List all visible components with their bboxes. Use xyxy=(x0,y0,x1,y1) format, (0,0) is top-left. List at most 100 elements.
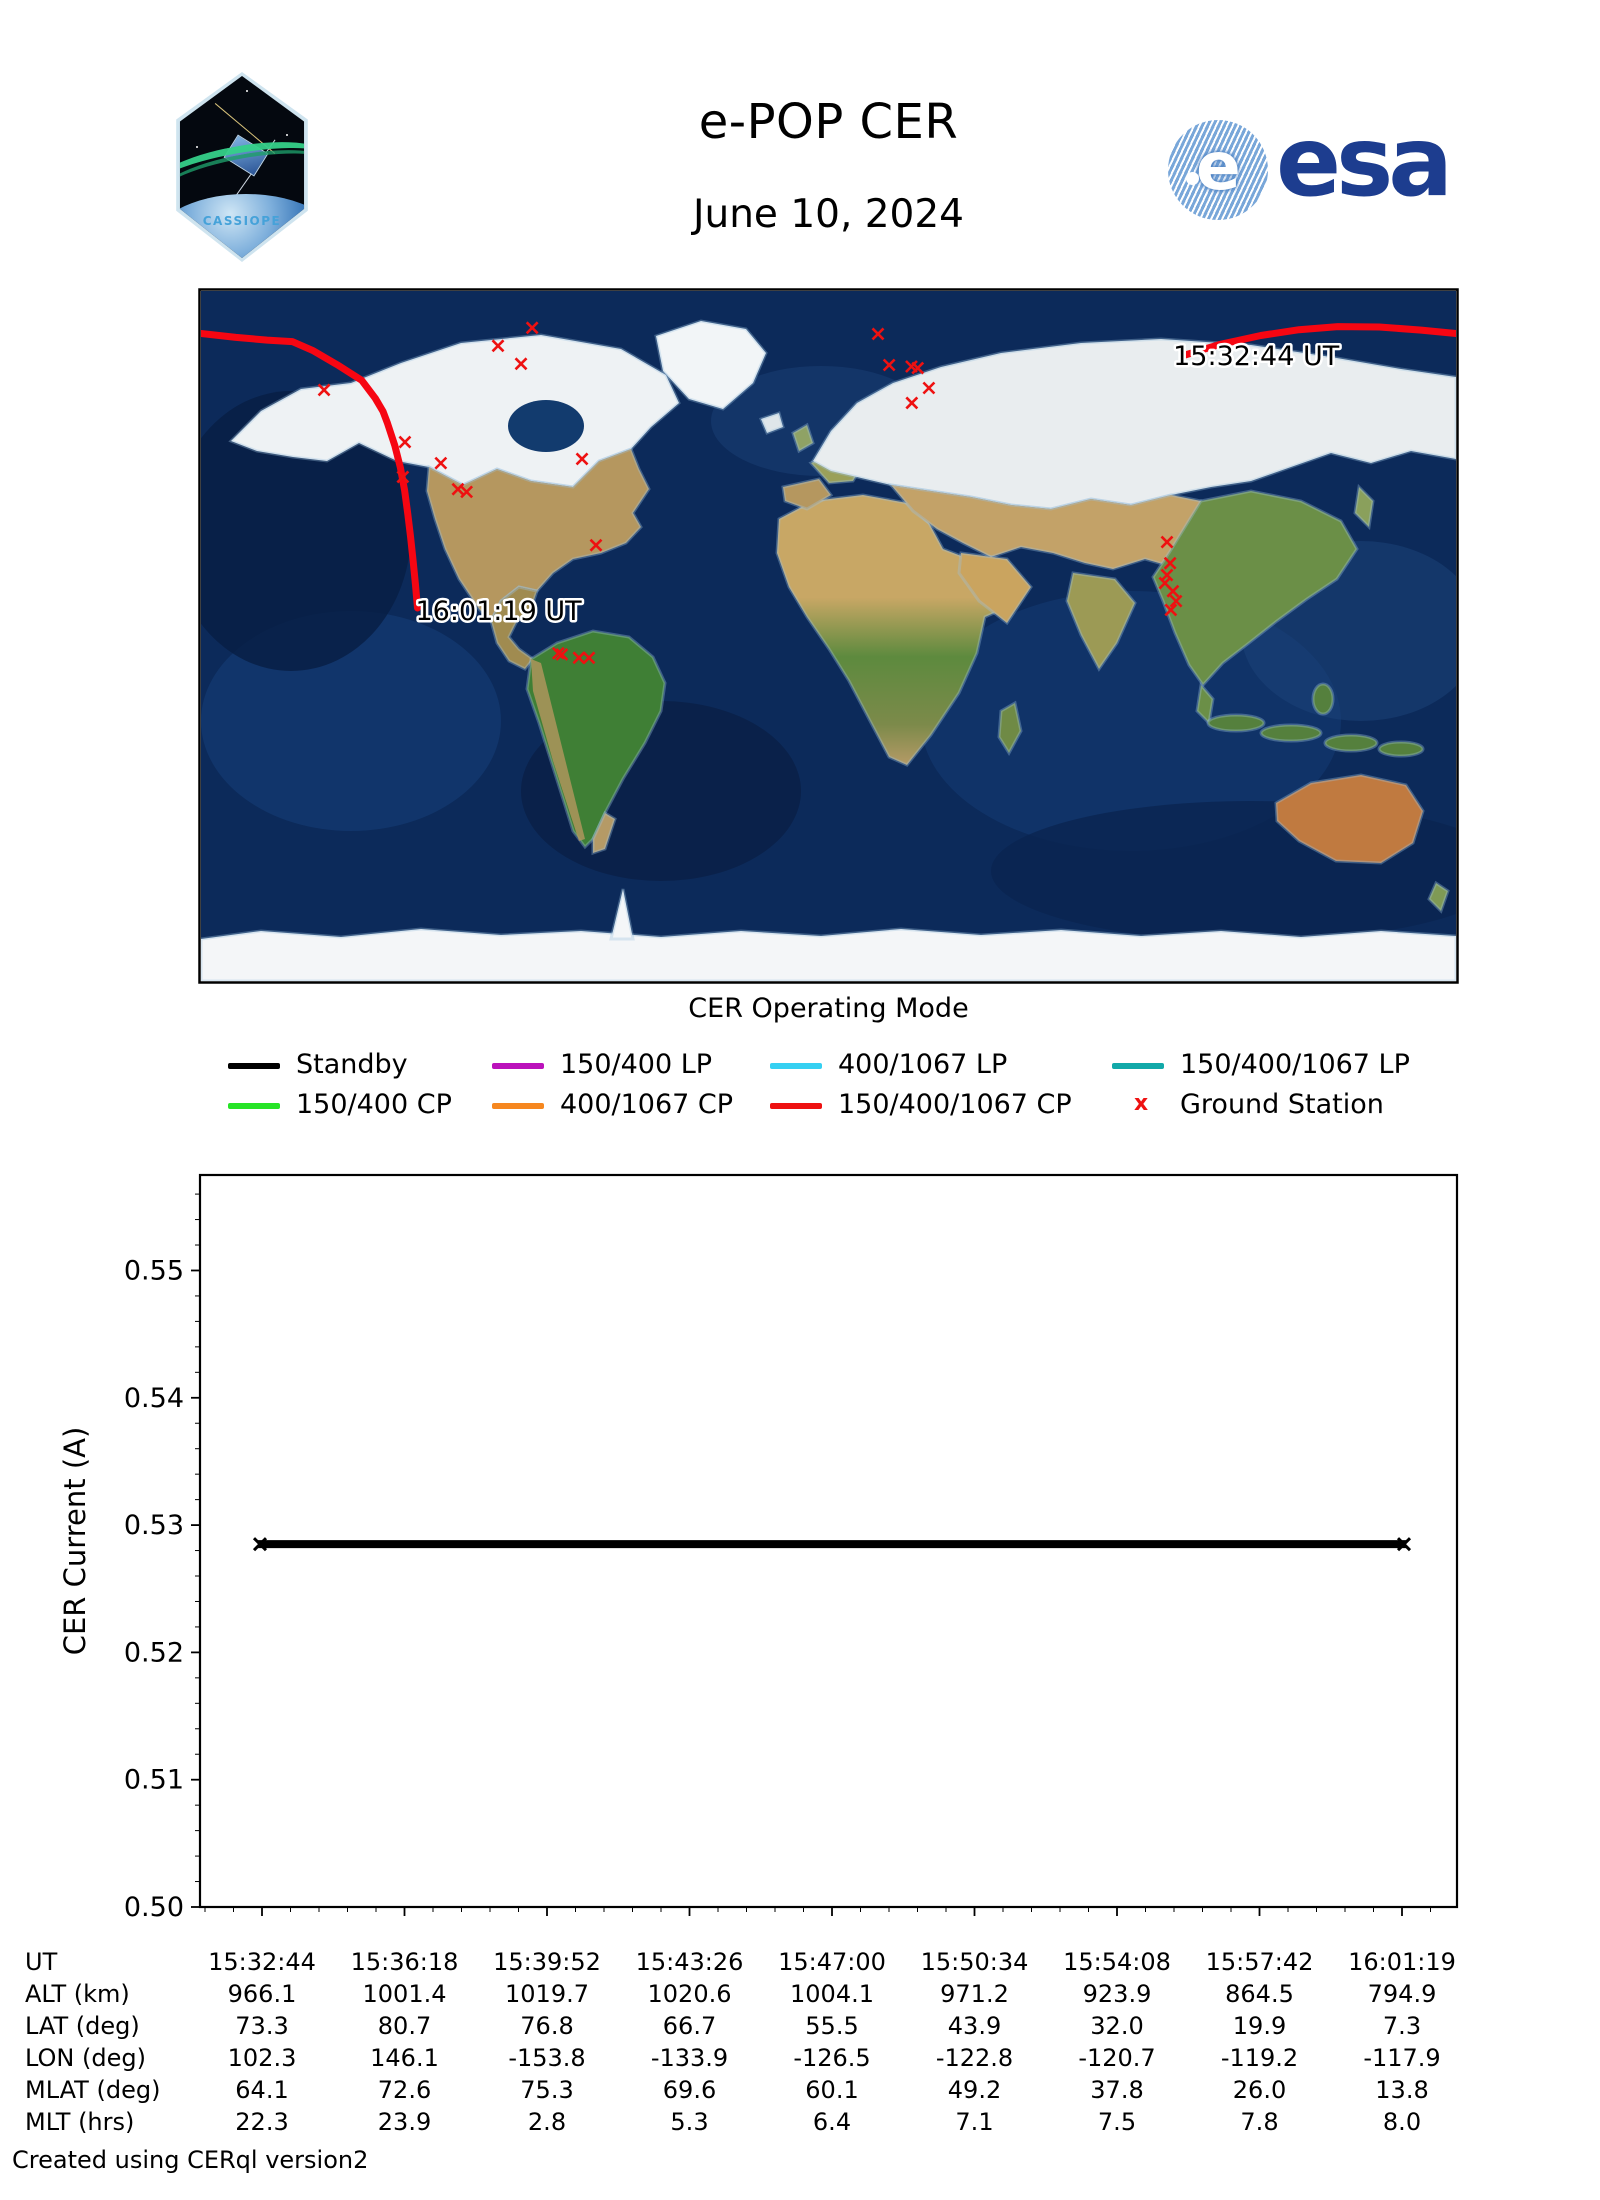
map-border xyxy=(198,288,1459,984)
cassiope-mission-patch: CASSIOPE xyxy=(172,72,312,262)
ground-station-marker xyxy=(589,538,603,552)
ground-station-marker xyxy=(911,361,925,375)
legend-label: 150/400/1067 LP xyxy=(1180,1049,1410,1080)
ground-station-marker xyxy=(451,482,465,496)
legend-label: 400/1067 CP xyxy=(560,1089,734,1120)
table-cell: 1020.6 xyxy=(647,1980,732,2008)
series-x-marker xyxy=(252,1537,268,1552)
esa-wordmark: esa xyxy=(1276,106,1453,218)
table-cell: 16:01:19 xyxy=(1348,1948,1456,1976)
y-tick-label: 0.52 xyxy=(124,1637,184,1668)
esa-globe-dot xyxy=(1186,172,1199,185)
map-end-time-label: 16:01:19 UT xyxy=(415,596,582,627)
page-title: e-POP CER xyxy=(698,94,959,150)
ground-station-marker xyxy=(555,647,569,661)
world-map-svg: 15:32:44 UT 16:01:19 UT xyxy=(198,288,1459,984)
table-row-label: MLT (hrs) xyxy=(25,2108,135,2136)
table-cell: -153.8 xyxy=(508,2044,586,2072)
table-cell: 7.8 xyxy=(1240,2108,1279,2136)
table-cell: 102.3 xyxy=(227,2044,297,2072)
legend-ground-station-marker-icon: x xyxy=(1134,1091,1149,1116)
legend-swatch-150-400-1067-lp xyxy=(1112,1063,1164,1069)
table-cell: -120.7 xyxy=(1078,2044,1156,2072)
y-tick-label: 0.51 xyxy=(124,1765,184,1796)
table-cell: 75.3 xyxy=(520,2076,574,2104)
table-cell: 15:43:26 xyxy=(635,1948,744,1976)
continents xyxy=(201,319,1456,981)
legend-label: 150/400 CP xyxy=(296,1089,452,1120)
y-axis-label: CER Current (A) xyxy=(58,1427,92,1656)
ground-station-marker xyxy=(922,381,936,395)
table-cell: 32.0 xyxy=(1090,2012,1144,2040)
table-cell: 60.1 xyxy=(805,2076,859,2104)
table-cell: 13.8 xyxy=(1375,2076,1429,2104)
map-base-layer: 15:32:44 UT 16:01:19 UT xyxy=(201,291,1456,981)
ground-station-marker xyxy=(514,357,528,371)
legend-label: 150/400 LP xyxy=(560,1049,713,1080)
table-cell: 66.7 xyxy=(662,2012,717,2040)
table-cell: 19.9 xyxy=(1232,2012,1287,2040)
table-cell: 23.9 xyxy=(377,2108,432,2136)
table-cell: 6.4 xyxy=(812,2108,852,2136)
ground-station-marker xyxy=(1166,584,1180,598)
table-cell: 15:32:44 xyxy=(208,1948,316,1976)
legend-label: 150/400/1067 CP xyxy=(838,1089,1072,1120)
table-cell: 7.5 xyxy=(1097,2108,1137,2136)
legend-swatch-400-1067-lp xyxy=(770,1063,822,1069)
table-row-label: UT xyxy=(25,1948,58,1976)
table-cell: 55.5 xyxy=(805,2012,859,2040)
ground-station-marker xyxy=(575,452,589,466)
table-cell: 2.8 xyxy=(527,2108,567,2136)
table-cell: 146.1 xyxy=(370,2044,439,2072)
cassiope-label: CASSIOPE xyxy=(202,214,282,228)
table-row-label: MLAT (deg) xyxy=(25,2076,161,2104)
ground-station-marker xyxy=(460,485,474,499)
table-cell: 1019.7 xyxy=(505,1980,589,2008)
table-cell: -126.5 xyxy=(793,2044,871,2072)
table-cell: 971.2 xyxy=(940,1980,1009,2008)
ground-station-marker xyxy=(398,435,412,449)
esa-globe-e: e xyxy=(1196,128,1241,205)
table-cell: 15:50:34 xyxy=(920,1948,1029,1976)
esa-globe-icon: e xyxy=(1168,120,1268,220)
ground-station-marker xyxy=(551,646,565,660)
table-cell: 43.9 xyxy=(947,2012,1002,2040)
legend-title: CER Operating Mode xyxy=(688,993,969,1024)
plot-frame xyxy=(198,1173,1459,1909)
legend-label: Standby xyxy=(296,1049,408,1080)
table-cell: 966.1 xyxy=(227,1980,297,2008)
ground-station-marker xyxy=(525,321,539,335)
table-cell: -119.2 xyxy=(1220,2044,1299,2072)
table-cell: 22.3 xyxy=(235,2108,289,2136)
table-cell: 7.1 xyxy=(955,2108,994,2136)
table-cell: 26.0 xyxy=(1232,2076,1287,2104)
table-cell: 864.5 xyxy=(1225,1980,1294,2008)
ground-station-marker xyxy=(491,339,505,353)
ground-station-marker xyxy=(1160,535,1174,549)
cer-current-chart: CER Current (A) 0.50 0.51 0.52 0.53 0.54 0.55 xyxy=(58,1173,1459,1923)
ground-station-marker xyxy=(572,651,586,665)
ground-station-marker xyxy=(905,396,919,410)
esa-logo: e esa xyxy=(1158,104,1478,220)
table-row-label: LON (deg) xyxy=(25,2044,146,2072)
table-cell: 5.3 xyxy=(670,2108,709,2136)
table-cell: 15:39:52 xyxy=(493,1948,601,1976)
table-cell: 80.7 xyxy=(377,2012,432,2040)
table-cell: 15:54:08 xyxy=(1063,1948,1171,1976)
table-cell: 15:57:42 xyxy=(1205,1948,1314,1976)
legend-swatch-150-400-cp xyxy=(228,1103,280,1109)
ground-station-marker xyxy=(882,358,896,372)
series-x-marker xyxy=(1396,1537,1412,1552)
map-overlay-layer: 15:32:44 UT 16:01:19 UT xyxy=(201,321,1456,665)
y-tick-label: 0.53 xyxy=(124,1510,184,1541)
footer-note: Created using CERql version2 xyxy=(12,2146,369,2174)
table-cell: -117.9 xyxy=(1363,2044,1441,2072)
satellite-track xyxy=(1181,323,1456,359)
ground-station-marker xyxy=(1164,603,1178,617)
legend-swatch-150-400-lp xyxy=(492,1063,544,1069)
table-cell: 1001.4 xyxy=(362,1980,447,2008)
table-cell: 64.1 xyxy=(235,2076,289,2104)
table-cell: 49.2 xyxy=(947,2076,1002,2104)
table-cell: 37.8 xyxy=(1090,2076,1144,2104)
